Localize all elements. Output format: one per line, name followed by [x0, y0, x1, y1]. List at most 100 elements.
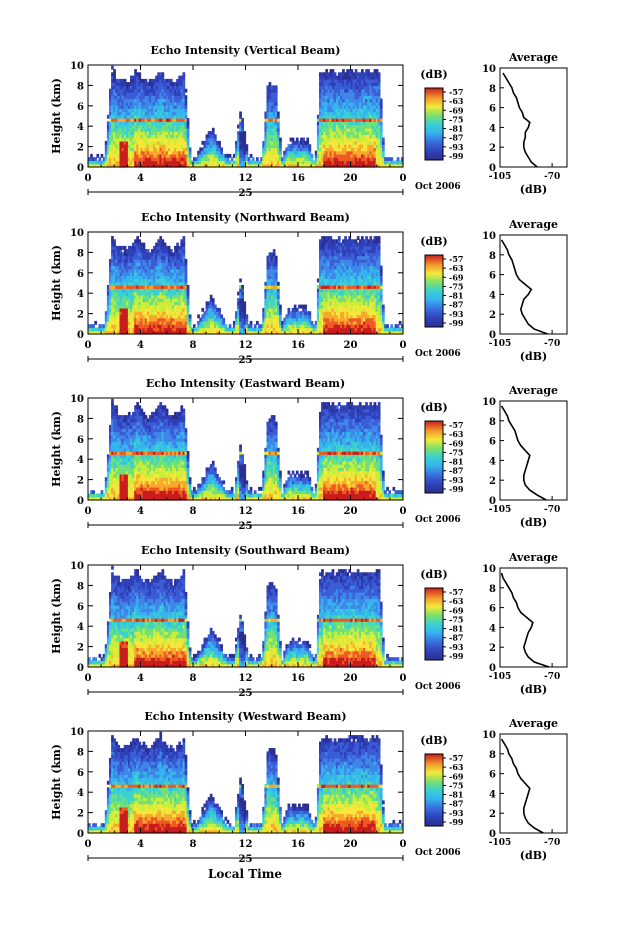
heatmap-cell — [182, 88, 186, 93]
heatmap-cell — [111, 111, 114, 116]
heatmap-cell — [209, 157, 213, 162]
heatmap-cell — [117, 153, 121, 158]
heatmap-cell — [157, 160, 160, 165]
heatmap-cell — [123, 101, 127, 106]
heatmap-cell — [119, 163, 123, 168]
heatmap-cell — [134, 121, 137, 126]
heatmap-cell — [130, 147, 133, 152]
heatmap-cell — [174, 163, 177, 168]
heatmap-cell — [117, 105, 121, 109]
heatmap-cell — [104, 153, 108, 158]
heatmap-cell — [115, 147, 118, 152]
heatmap-cell — [106, 160, 110, 165]
heatmap-cell — [167, 82, 171, 86]
heatmap-cell — [161, 140, 165, 145]
heatmap-cell — [117, 131, 121, 135]
heatmap-cell — [115, 160, 118, 165]
heatmap-cell — [123, 95, 127, 100]
heatmap-cell — [100, 160, 104, 165]
heatmap-cell — [153, 118, 156, 122]
heatmap-cell — [138, 140, 142, 145]
heatmap-cell — [148, 153, 152, 158]
heatmap-cell — [239, 124, 242, 129]
heatmap-cell — [193, 157, 196, 162]
heatmap-cell — [182, 150, 186, 155]
heatmap-cell — [113, 127, 116, 132]
heatmap-cell — [125, 82, 129, 86]
heatmap-cell — [127, 134, 131, 139]
heatmap-cell — [140, 137, 144, 142]
heatmap-cell — [182, 91, 186, 96]
heatmap-cell — [178, 75, 181, 80]
heatmap-cell — [241, 121, 244, 126]
profile-y-tick-label: 2 — [489, 143, 496, 154]
heatmap-cell — [186, 144, 190, 149]
heatmap-cell — [115, 108, 118, 113]
heatmap-cell — [151, 137, 154, 142]
heatmap-cell — [180, 95, 184, 100]
heatmap-cell — [115, 98, 118, 103]
heatmap-cell — [241, 140, 244, 145]
heatmap-cell — [245, 150, 249, 155]
heatmap-cell — [157, 157, 160, 162]
heatmap-cell — [163, 140, 167, 145]
heatmap-cell — [155, 127, 158, 132]
heatmap-cell — [155, 88, 158, 93]
heatmap-cell — [148, 85, 152, 90]
heatmap-cell — [117, 85, 121, 90]
heatmap-cell — [163, 111, 167, 116]
heatmap-cell — [94, 163, 97, 168]
heatmap-cell — [117, 101, 121, 106]
heatmap-cell — [239, 153, 242, 158]
heatmap-cell — [209, 134, 213, 139]
heatmap-cell — [104, 150, 108, 155]
heatmap-cell — [132, 131, 135, 135]
heatmap-cell — [119, 124, 123, 129]
heatmap-cell — [132, 147, 135, 152]
heatmap-cell — [134, 69, 137, 73]
heatmap-cell — [151, 157, 154, 162]
heatmap-cell — [266, 121, 270, 126]
heatmap-cell — [142, 78, 146, 83]
heatmap-cell — [184, 147, 188, 152]
heatmap-cell — [115, 105, 118, 109]
heatmap-cell — [165, 153, 169, 158]
heatmap-cell — [243, 137, 247, 142]
profile-frame — [499, 67, 568, 168]
heatmap-cell — [109, 131, 112, 135]
heatmap-cell — [182, 78, 186, 83]
heatmap-cell — [180, 118, 184, 122]
heatmap-cell — [163, 114, 167, 119]
heatmap-cell — [180, 157, 184, 162]
heatmap-cell — [155, 85, 158, 90]
heatmap-cell — [157, 88, 160, 93]
heatmap-cell — [106, 134, 110, 139]
heatmap-cell — [247, 160, 251, 165]
heatmap-cell — [205, 163, 209, 168]
heatmap-cell — [123, 150, 127, 155]
heatmap-cell — [214, 157, 217, 162]
heatmap-cell — [209, 153, 213, 158]
heatmap-cell — [130, 101, 133, 106]
heatmap-cell — [148, 163, 152, 168]
heatmap-cell — [188, 160, 192, 165]
heatmap-cell — [174, 118, 177, 122]
heatmap-cell — [251, 157, 255, 162]
heatmap-cell — [176, 157, 179, 162]
heatmap-cell — [167, 118, 171, 122]
heatmap-cell — [176, 144, 179, 149]
heatmap-cell — [113, 160, 116, 165]
heatmap-cell — [157, 150, 160, 155]
heatmap-cell — [172, 91, 175, 96]
heatmap-cell — [119, 101, 123, 106]
heatmap-cell — [161, 150, 165, 155]
heatmap-cell — [142, 147, 146, 152]
heatmap-cell — [136, 127, 139, 132]
heatmap-cell — [178, 160, 181, 165]
heatmap-cell — [115, 131, 118, 135]
heatmap-cell — [176, 105, 179, 109]
heatmap-cell — [144, 95, 148, 100]
heatmap-cell — [176, 108, 179, 113]
heatmap-cell — [136, 140, 139, 145]
heatmap-cell — [264, 131, 268, 135]
